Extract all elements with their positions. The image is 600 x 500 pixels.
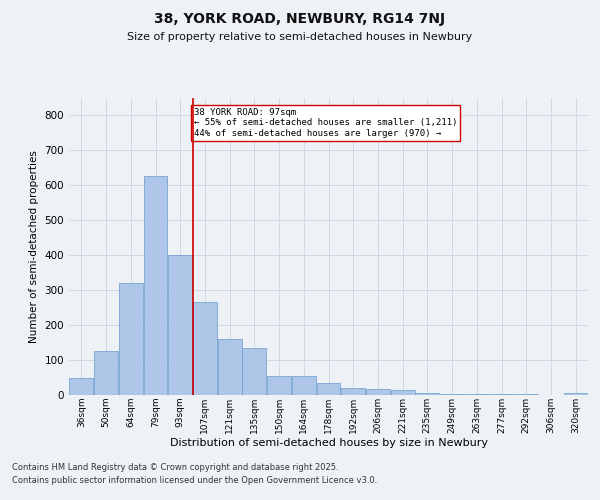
- Bar: [563, 392, 587, 395]
- Bar: [415, 393, 439, 395]
- Text: Contains public sector information licensed under the Open Government Licence v3: Contains public sector information licen…: [12, 476, 377, 485]
- Bar: [218, 339, 242, 395]
- Text: Size of property relative to semi-detached houses in Newbury: Size of property relative to semi-detach…: [127, 32, 473, 42]
- Bar: [193, 302, 217, 395]
- Bar: [440, 394, 464, 395]
- X-axis label: Distribution of semi-detached houses by size in Newbury: Distribution of semi-detached houses by …: [170, 438, 487, 448]
- Bar: [366, 388, 390, 395]
- Bar: [94, 351, 118, 395]
- Bar: [119, 283, 143, 395]
- Bar: [168, 255, 192, 395]
- Bar: [317, 383, 340, 395]
- Bar: [143, 176, 167, 395]
- Bar: [292, 376, 316, 395]
- Y-axis label: Number of semi-detached properties: Number of semi-detached properties: [29, 150, 39, 342]
- Bar: [490, 394, 514, 395]
- Bar: [242, 348, 266, 395]
- Bar: [465, 394, 489, 395]
- Text: 38 YORK ROAD: 97sqm
← 55% of semi-detached houses are smaller (1,211)
44% of sem: 38 YORK ROAD: 97sqm ← 55% of semi-detach…: [194, 108, 457, 138]
- Bar: [341, 388, 365, 395]
- Text: 38, YORK ROAD, NEWBURY, RG14 7NJ: 38, YORK ROAD, NEWBURY, RG14 7NJ: [154, 12, 446, 26]
- Bar: [267, 376, 291, 395]
- Text: Contains HM Land Registry data © Crown copyright and database right 2025.: Contains HM Land Registry data © Crown c…: [12, 462, 338, 471]
- Bar: [70, 378, 94, 395]
- Bar: [514, 394, 538, 395]
- Bar: [391, 390, 415, 395]
